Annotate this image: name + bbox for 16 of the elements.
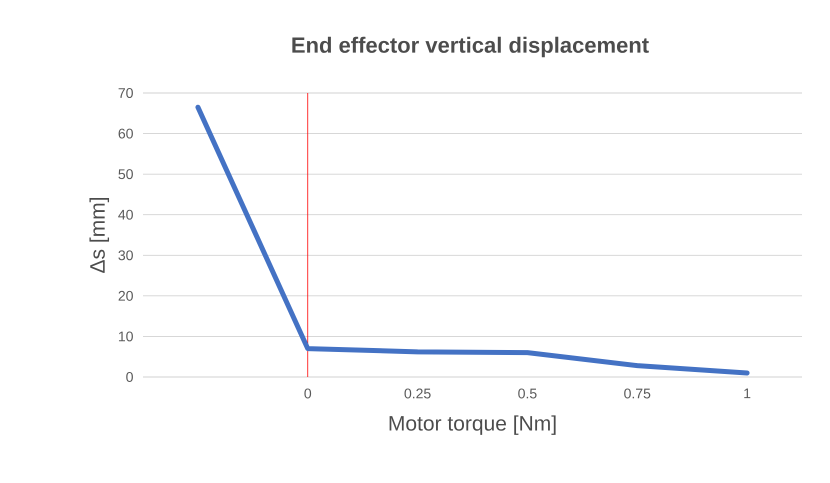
x-tick-label: 0: [304, 388, 312, 398]
y-tick-label: 10: [118, 331, 133, 342]
chart-title: End effector vertical displacement: [292, 36, 649, 58]
y-tick-label: 70: [118, 88, 133, 98]
y-tick-label: 30: [118, 250, 133, 260]
y-tick-label: 40: [118, 210, 133, 220]
y-tick-label: 60: [118, 128, 133, 139]
x-axis-title: Motor torque [Nm]: [390, 415, 556, 435]
y-axis-title: Δs [mm]: [89, 198, 110, 273]
x-tick-label: 0.25: [404, 388, 431, 398]
x-tick-label: 0.75: [624, 388, 650, 398]
x-tick-label: 0.5: [518, 388, 537, 398]
y-tick-label: 50: [118, 169, 133, 180]
y-tick-label: 0: [126, 372, 133, 382]
y-tick-label: 20: [118, 290, 133, 301]
x-tick-label: 1: [744, 388, 750, 398]
